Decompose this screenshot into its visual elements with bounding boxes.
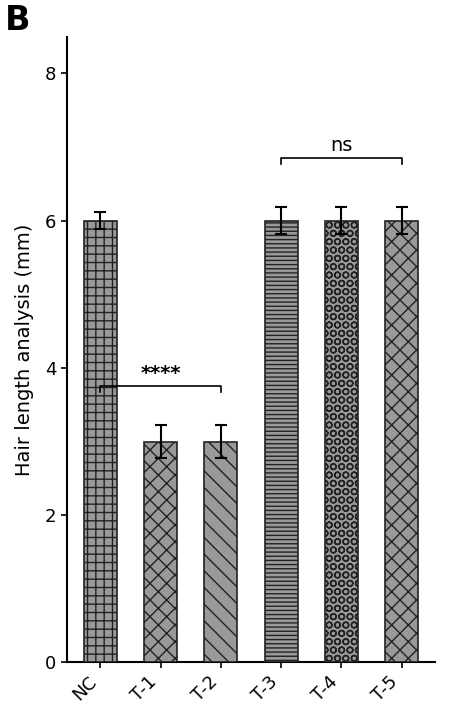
Text: B: B bbox=[4, 4, 30, 37]
Bar bbox=[204, 441, 238, 662]
Text: ns: ns bbox=[330, 136, 353, 155]
Y-axis label: Hair length analysis (mm): Hair length analysis (mm) bbox=[15, 223, 34, 476]
Bar bbox=[325, 220, 358, 662]
Bar bbox=[144, 441, 177, 662]
Bar bbox=[265, 220, 298, 662]
Bar bbox=[84, 220, 117, 662]
Bar bbox=[385, 220, 418, 662]
Text: ****: **** bbox=[140, 364, 181, 383]
